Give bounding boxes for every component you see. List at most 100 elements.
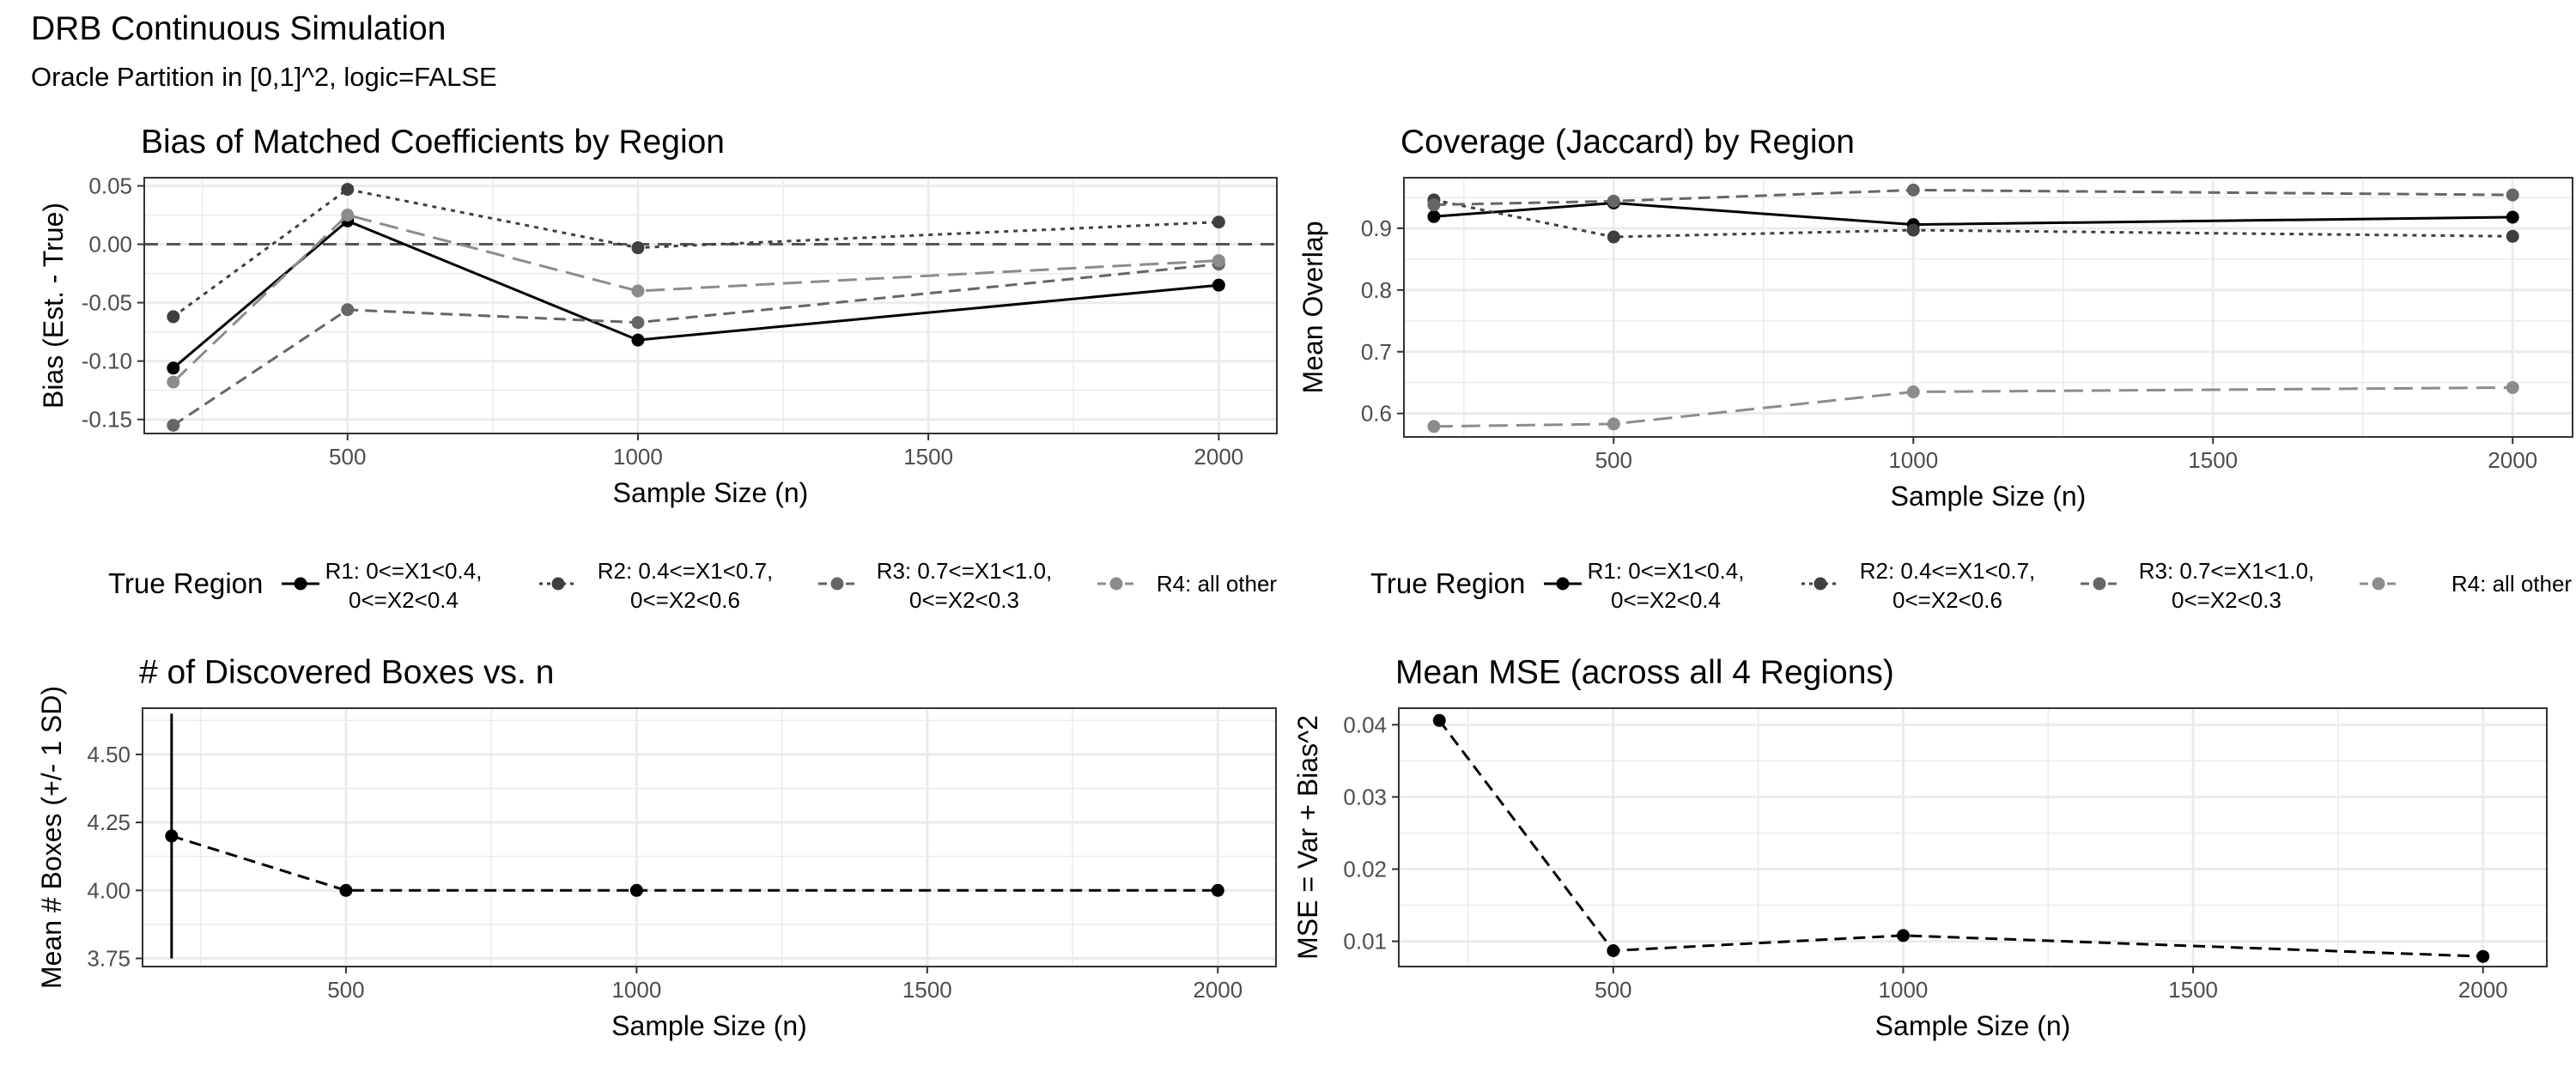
panel-title: Bias of Matched Coefficients by Region bbox=[141, 124, 725, 161]
series-line-1 bbox=[172, 219, 1219, 369]
series-line-2 bbox=[172, 187, 1219, 318]
data-point bbox=[2506, 210, 2519, 224]
panel-1 bbox=[137, 177, 1278, 440]
panel-title: # of Discovered Boxes vs. n bbox=[139, 654, 554, 691]
data-point bbox=[1211, 883, 1224, 897]
x-axis-label: Sample Size (n) bbox=[1875, 1010, 2071, 1041]
series-line-2 bbox=[1433, 198, 2513, 239]
series-line-1 bbox=[171, 834, 1218, 892]
legend-label-line1: R1: 0<=X1<0.4, bbox=[1588, 558, 1745, 584]
series-line-4 bbox=[172, 213, 1219, 384]
data-point bbox=[1906, 183, 1920, 197]
legend-key-point bbox=[2093, 577, 2106, 591]
legend-label-line2: 0<=X2<0.6 bbox=[1893, 587, 2002, 613]
y-axis-label: Mean Overlap bbox=[1297, 221, 1328, 394]
data-point bbox=[629, 883, 643, 897]
data-point bbox=[167, 418, 180, 432]
legend-label-line2: 0<=X2<0.3 bbox=[2172, 587, 2281, 613]
y-tick-label: 0.02 bbox=[1343, 856, 1387, 882]
x-axis-label: Sample Size (n) bbox=[611, 1010, 807, 1041]
x-tick-label: 2000 bbox=[2458, 977, 2508, 1003]
y-tick-label: 0.7 bbox=[1361, 339, 1392, 365]
data-point bbox=[1427, 420, 1441, 433]
y-tick-label: -0.15 bbox=[82, 407, 132, 433]
legend-label-line1: R4: all other bbox=[2451, 571, 2573, 597]
x-tick-label: 1000 bbox=[613, 444, 663, 470]
panel-border bbox=[1403, 177, 2573, 438]
legend-key-point bbox=[551, 577, 565, 591]
data-point bbox=[2506, 188, 2519, 202]
panel-title: Mean MSE (across all 4 Regions) bbox=[1395, 654, 1894, 691]
data-point bbox=[167, 375, 180, 389]
data-point bbox=[339, 883, 353, 897]
data-point bbox=[1906, 223, 1920, 237]
x-tick-label: 1500 bbox=[903, 444, 953, 470]
y-tick-label: 0.00 bbox=[88, 232, 132, 258]
series-line-1 bbox=[1438, 719, 2483, 958]
y-tick-label: -0.05 bbox=[82, 290, 132, 316]
data-point bbox=[1427, 198, 1441, 212]
x-tick-label: 1000 bbox=[1879, 977, 1929, 1003]
series-line-3 bbox=[1433, 188, 2513, 207]
legend-key-point bbox=[294, 577, 307, 591]
legend-label-line2: 0<=X2<0.6 bbox=[630, 587, 740, 613]
x-tick-label: 500 bbox=[327, 977, 364, 1003]
panel-4 bbox=[1392, 707, 2548, 973]
y-tick-label: 0.6 bbox=[1361, 401, 1392, 427]
y-tick-label: 0.04 bbox=[1343, 712, 1387, 737]
x-tick-label: 2000 bbox=[1193, 977, 1242, 1003]
data-point bbox=[631, 316, 645, 330]
data-point bbox=[1212, 254, 1225, 268]
legend-key-point bbox=[1814, 577, 1827, 591]
data-point bbox=[167, 310, 180, 324]
legend-title: True Region bbox=[1370, 567, 1525, 599]
data-point bbox=[341, 183, 355, 197]
panel-border bbox=[142, 707, 1277, 967]
x-axis-label: Sample Size (n) bbox=[613, 477, 809, 508]
x-tick-label: 1000 bbox=[611, 977, 661, 1003]
panel-title: Coverage (Jaccard) by Region bbox=[1400, 124, 1855, 161]
x-tick-label: 2000 bbox=[2488, 447, 2537, 473]
x-tick-label: 1500 bbox=[902, 977, 952, 1003]
data-point bbox=[2506, 229, 2519, 243]
data-point bbox=[1427, 209, 1441, 223]
legend-label-line1: R2: 0.4<=X1<0.7, bbox=[598, 558, 774, 584]
data-point bbox=[2476, 949, 2490, 963]
x-tick-label: 1000 bbox=[1888, 447, 1938, 473]
panel-2 bbox=[1397, 177, 2573, 444]
data-point bbox=[1607, 417, 1620, 431]
legend-key-point bbox=[1109, 577, 1123, 591]
y-axis-label: MSE = Var + Bias^2 bbox=[1292, 715, 1323, 960]
y-tick-label: 3.75 bbox=[87, 945, 131, 971]
data-point bbox=[167, 361, 180, 375]
y-tick-label: 4.25 bbox=[87, 809, 131, 835]
data-point bbox=[1212, 278, 1225, 292]
series-line-1 bbox=[1433, 201, 2513, 227]
data-point bbox=[341, 303, 355, 317]
y-tick-label: 0.05 bbox=[88, 173, 132, 199]
legend-title: True Region bbox=[108, 567, 263, 599]
x-tick-label: 500 bbox=[329, 444, 366, 470]
panel-3 bbox=[136, 707, 1277, 973]
legend-label-line2: 0<=X2<0.3 bbox=[909, 587, 1019, 613]
legend-label-line1: R4: all other bbox=[1157, 571, 1278, 597]
data-point bbox=[1906, 385, 1920, 399]
data-point bbox=[1607, 194, 1620, 208]
page-subtitle: Oracle Partition in [0,1]^2, logic=FALSE bbox=[31, 62, 497, 92]
legend-label-line2: 0<=X2<0.4 bbox=[349, 587, 459, 613]
legend-label-line2: 0<=X2<0.4 bbox=[1611, 587, 1721, 613]
data-point bbox=[631, 241, 645, 255]
series-line-3 bbox=[172, 263, 1219, 427]
x-tick-label: 1500 bbox=[2168, 977, 2218, 1003]
legend-key-point bbox=[1556, 577, 1570, 591]
data-point bbox=[631, 284, 645, 298]
data-point bbox=[1607, 944, 1620, 958]
data-point bbox=[341, 209, 355, 222]
x-tick-label: 500 bbox=[1595, 447, 1632, 473]
y-tick-label: 4.00 bbox=[87, 877, 131, 903]
y-tick-label: -0.10 bbox=[82, 349, 132, 374]
legend-2 bbox=[1544, 577, 2397, 591]
y-tick-label: 0.01 bbox=[1343, 929, 1387, 955]
legend-label-line1: R2: 0.4<=X1<0.7, bbox=[1860, 558, 2036, 584]
